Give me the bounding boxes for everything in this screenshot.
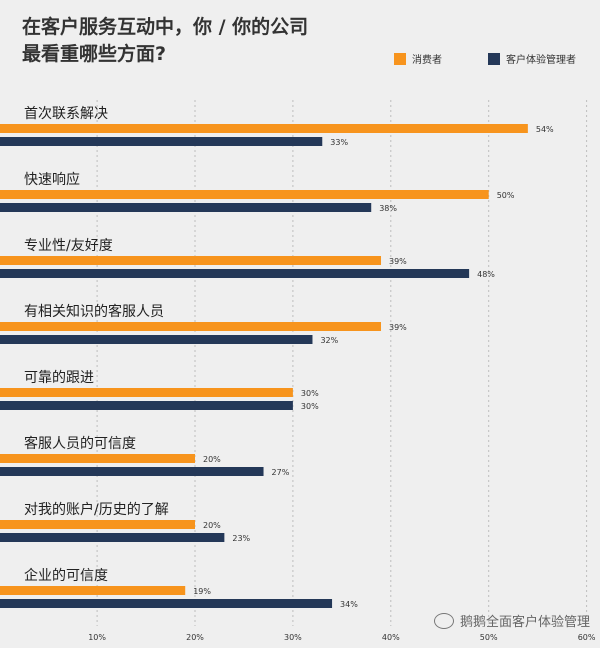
bar-consumers-agent-credibility: [0, 454, 195, 463]
chart-title-line-1: 在客户服务互动中，你 / 你的公司: [22, 16, 309, 38]
x-tick-label-50: 50%: [480, 633, 498, 642]
value-label-cx-managers-company-credibility: 34%: [340, 600, 358, 609]
bar-cx-managers-first-contact-resolution: [0, 137, 323, 146]
bar-consumers-account-history-knowledge: [0, 520, 195, 529]
x-tick-label-20: 20%: [186, 633, 204, 642]
category-label-account-history-knowledge: 对我的账户/历史的了解: [24, 501, 169, 518]
x-tick-label-60: 60%: [578, 633, 596, 642]
legend-item-cx-managers: 客户体验管理者: [488, 51, 576, 66]
x-tick-label-40: 40%: [382, 633, 400, 642]
category-label-professionalism-friendliness: 专业性/友好度: [24, 238, 113, 254]
bar-consumers-fast-response: [0, 190, 489, 199]
bar-cx-managers-professionalism-friendliness: [0, 269, 470, 278]
bar-consumers-first-contact-resolution: [0, 124, 528, 133]
value-label-cx-managers-account-history-knowledge: 23%: [232, 534, 250, 543]
chart-title-line-2: 最看重哪些方面?: [22, 43, 167, 65]
bar-cx-managers-agent-credibility: [0, 467, 264, 476]
watermark-text: 鹅鹅全面客户体验管理: [459, 615, 590, 630]
bar-cx-managers-fast-response: [0, 203, 372, 212]
bar-cx-managers-account-history-knowledge: [0, 533, 225, 542]
bar-consumers-company-credibility: [0, 586, 186, 595]
bar-cx-managers-company-credibility: [0, 599, 333, 608]
category-label-company-credibility: 企业的可信度: [24, 567, 108, 584]
value-label-cx-managers-reliable-followup: 30%: [301, 402, 319, 411]
value-label-cx-managers-knowledgeable-agents: 32%: [320, 336, 338, 345]
value-label-cx-managers-first-contact-resolution: 33%: [330, 138, 348, 147]
value-label-consumers-first-contact-resolution: 54%: [536, 125, 554, 134]
value-label-consumers-reliable-followup: 30%: [301, 389, 319, 398]
bar-cx-managers-knowledgeable-agents: [0, 335, 313, 344]
bar-consumers-knowledgeable-agents: [0, 322, 382, 331]
value-label-consumers-professionalism-friendliness: 39%: [389, 257, 407, 266]
value-label-consumers-knowledgeable-agents: 39%: [389, 323, 407, 332]
chart-title: 在客户服务互动中，你 / 你的公司 最看重哪些方面?: [22, 14, 308, 68]
value-label-cx-managers-professionalism-friendliness: 48%: [477, 270, 495, 279]
watermark: 鹅鹅全面客户体验管理: [433, 611, 590, 630]
x-tick-label-10: 10%: [88, 633, 106, 642]
x-tick-label-30: 30%: [284, 633, 302, 642]
value-label-consumers-fast-response: 50%: [497, 191, 515, 200]
category-label-knowledgeable-agents: 有相关知识的客服人员: [24, 303, 164, 320]
chart-legend: 消费者 客户体验管理者: [394, 51, 600, 67]
category-label-reliable-followup: 可靠的跟进: [24, 370, 94, 386]
legend-label-consumers: 消费者: [412, 55, 442, 66]
bar-consumers-reliable-followup: [0, 388, 293, 397]
bar-consumers-professionalism-friendliness: [0, 256, 382, 265]
legend-label-cx-managers: 客户体验管理者: [506, 55, 576, 66]
value-label-consumers-agent-credibility: 20%: [203, 455, 221, 464]
value-label-consumers-account-history-knowledge: 20%: [203, 521, 221, 530]
legend-item-consumers: 消费者: [394, 51, 442, 66]
value-label-consumers-company-credibility: 19%: [193, 587, 211, 596]
bar-cx-managers-reliable-followup: [0, 401, 293, 410]
wechat-icon: [433, 612, 454, 629]
legend-swatch-consumers: [394, 52, 406, 65]
legend-swatch-cx-managers: [488, 52, 500, 65]
category-label-agent-credibility: 客服人员的可信度: [24, 435, 136, 452]
category-label-fast-response: 快速响应: [24, 171, 80, 188]
value-label-cx-managers-agent-credibility: 27%: [272, 468, 290, 477]
value-label-cx-managers-fast-response: 38%: [379, 204, 397, 213]
category-label-first-contact-resolution: 首次联系解决: [24, 106, 108, 122]
